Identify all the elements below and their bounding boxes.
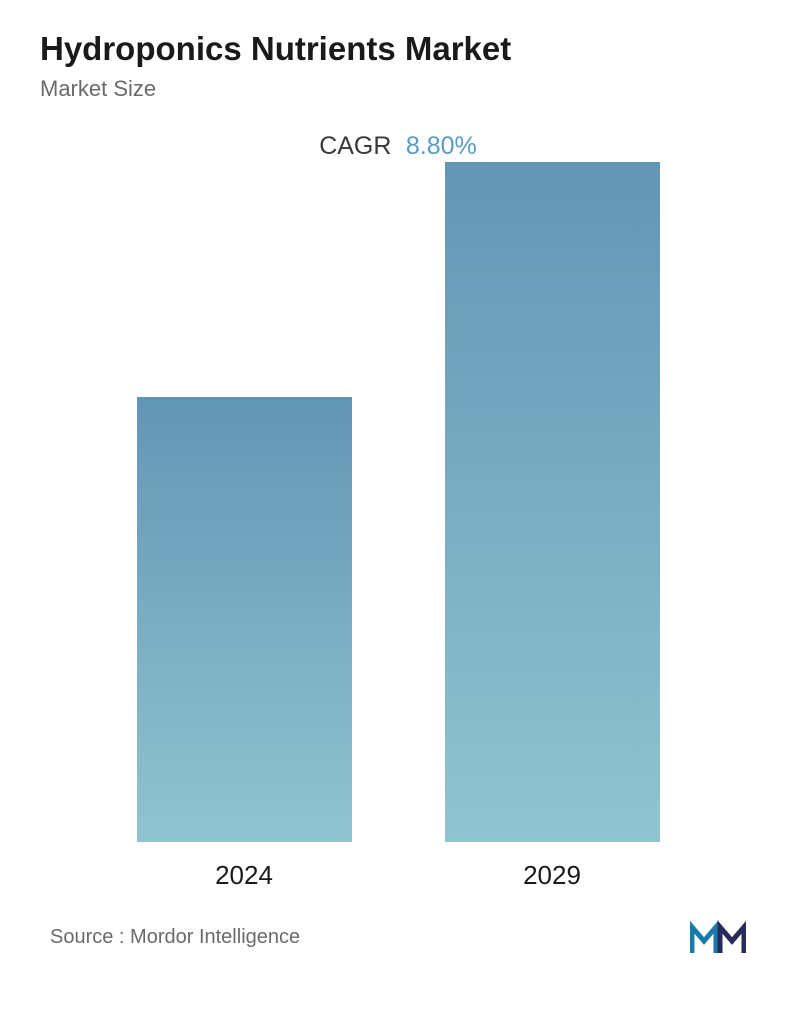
chart-title: Hydroponics Nutrients Market [40, 30, 756, 68]
cagr-value: 8.80% [406, 132, 477, 160]
bar-1 [445, 162, 660, 842]
cagr-row: CAGR 8.80% [40, 132, 756, 161]
cagr-label: CAGR [319, 132, 391, 160]
mordor-logo-icon [690, 919, 746, 955]
bar-label-1: 2029 [523, 860, 581, 891]
bar-group-1: 2029 [398, 162, 706, 891]
bar-group-0: 2024 [90, 397, 398, 891]
source-text: Source : Mordor Intelligence [50, 926, 300, 949]
footer: Source : Mordor Intelligence [40, 919, 756, 955]
chart-area: 2024 2029 [40, 211, 756, 891]
chart-subtitle: Market Size [40, 76, 756, 102]
bar-label-0: 2024 [215, 860, 273, 891]
bar-0 [137, 397, 352, 842]
